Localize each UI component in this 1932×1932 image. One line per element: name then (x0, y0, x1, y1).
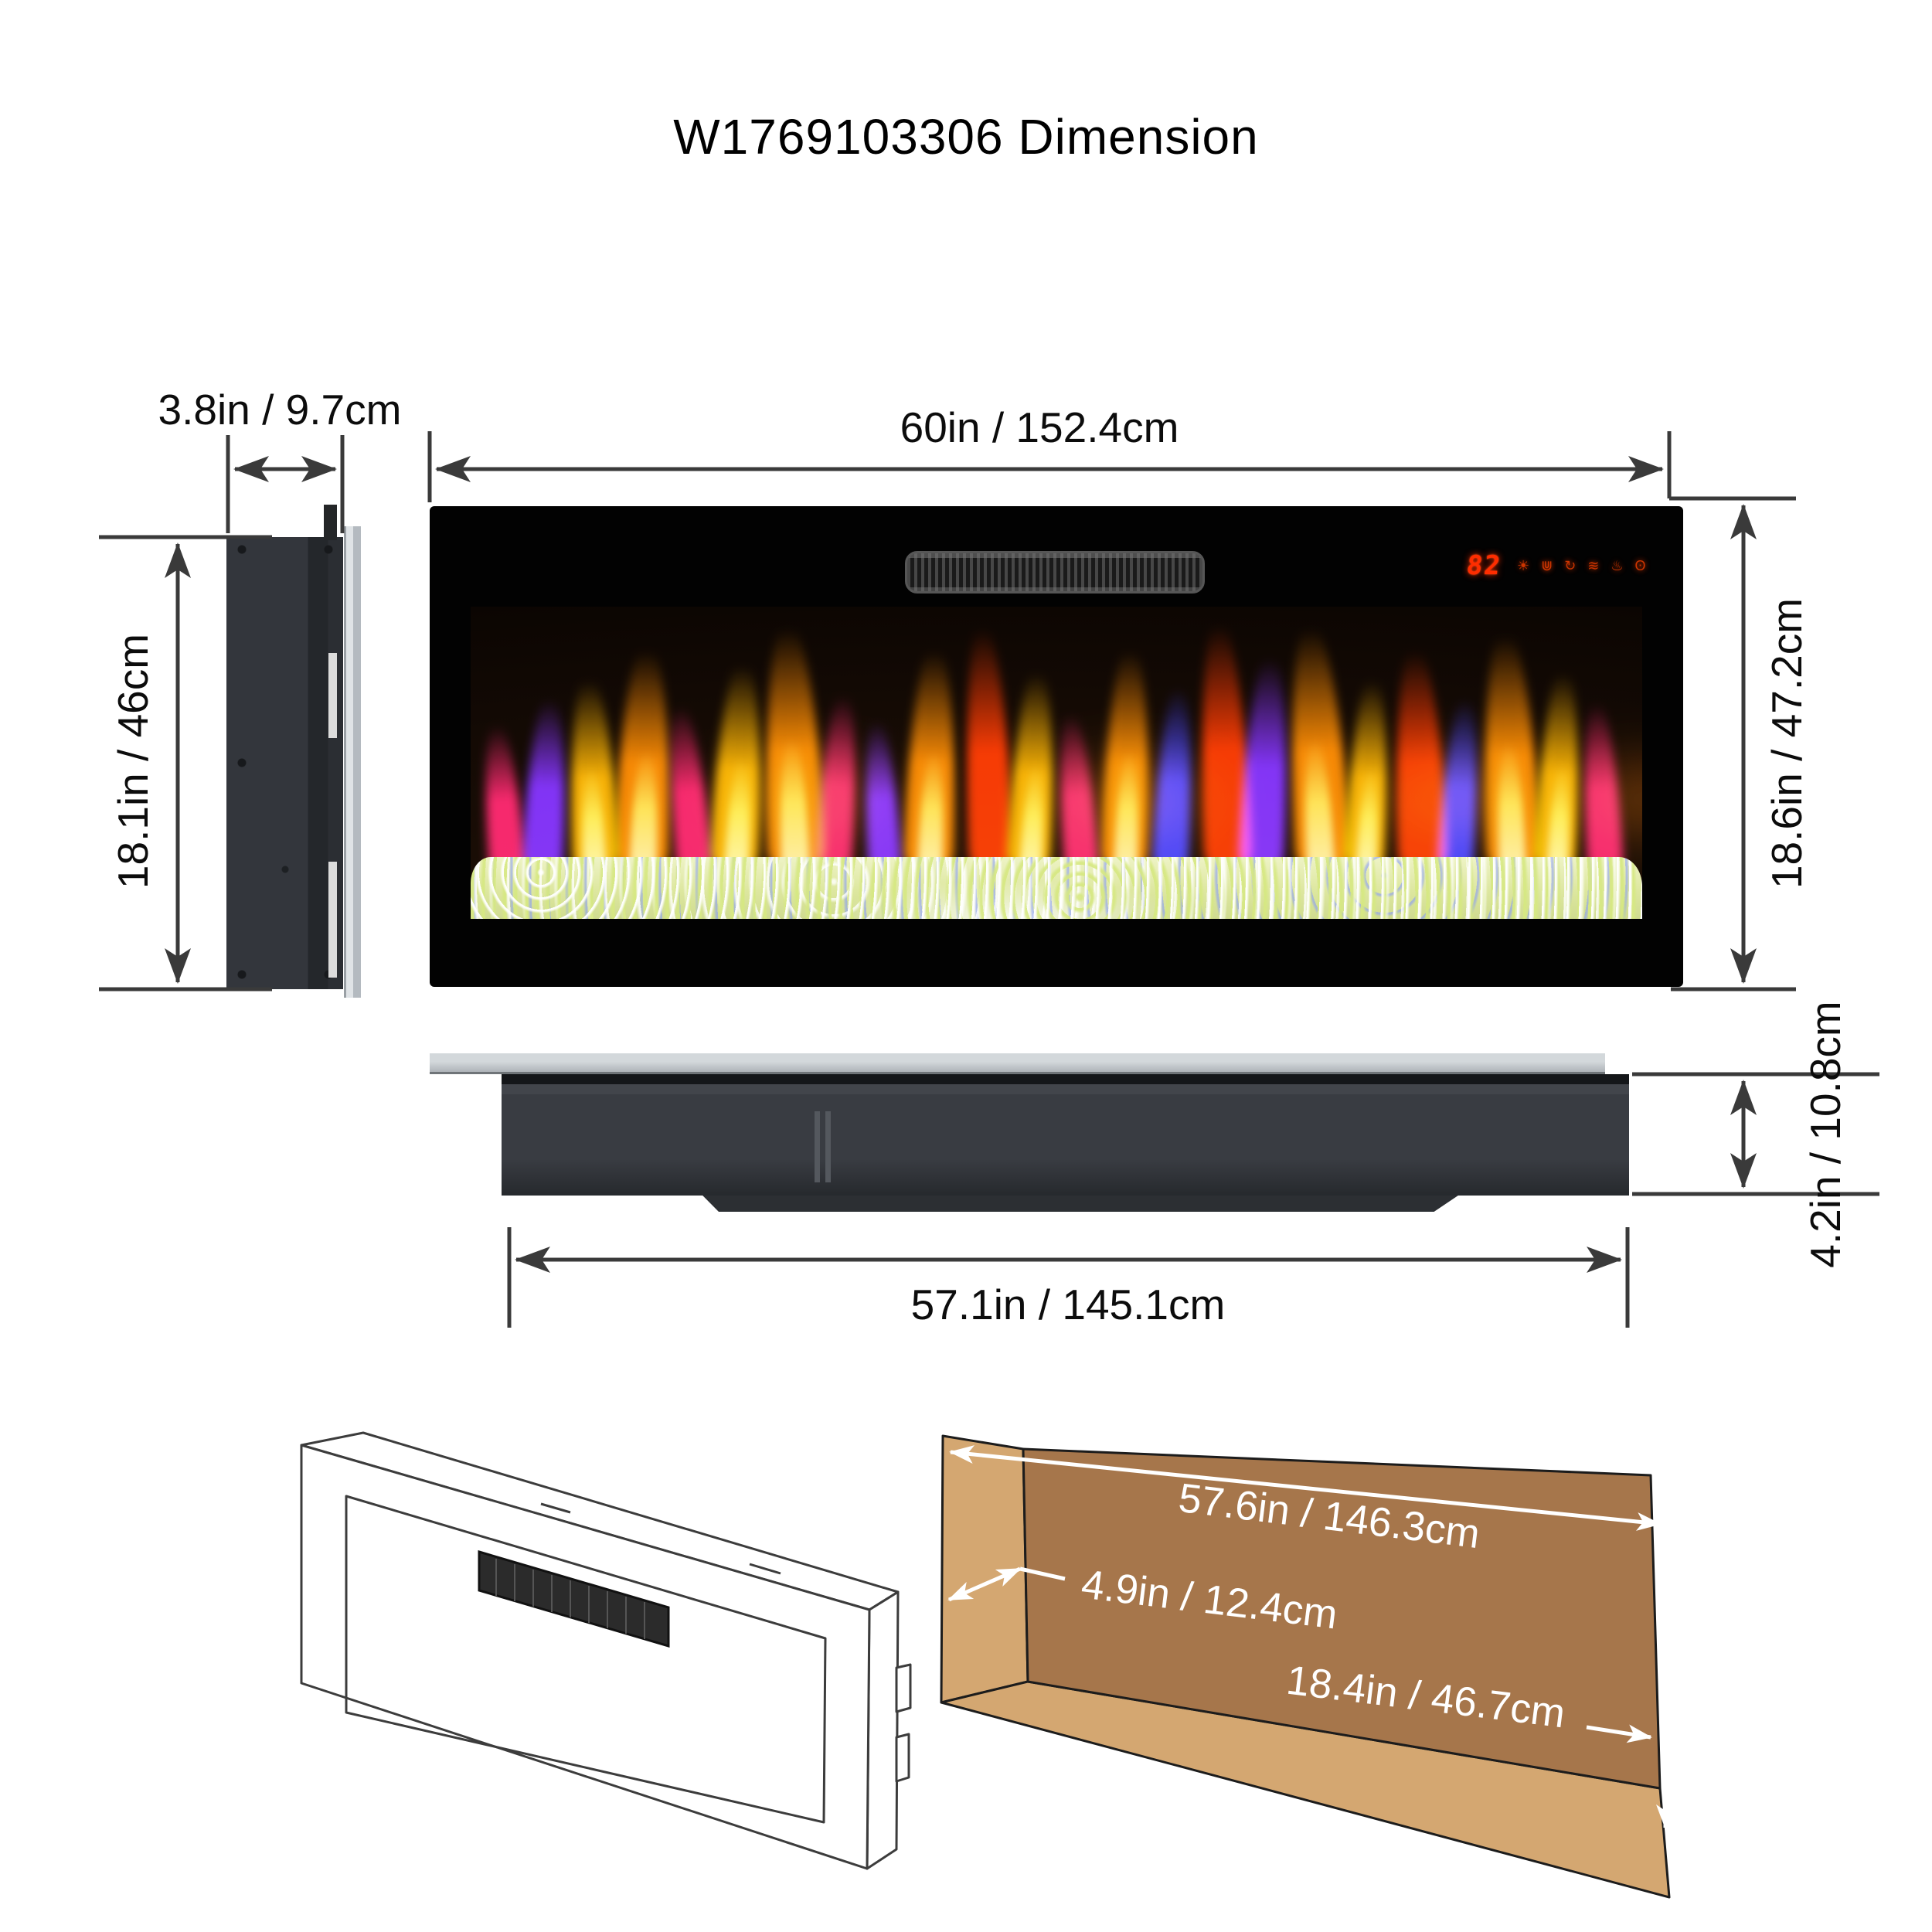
leader-line (1019, 1566, 1066, 1581)
bottom-slot (825, 1111, 831, 1182)
sketch-top-mark (540, 1502, 571, 1514)
sketch-vent-grille (478, 1549, 670, 1648)
side-view-glass-edge (344, 526, 361, 998)
label-side-height: 18.1in / 46cm (109, 633, 157, 889)
timer-icon: ↻ (1564, 557, 1577, 573)
label-base-width: 57.1in / 145.1cm (910, 1281, 1226, 1328)
temperature-display: 82 (1464, 550, 1504, 581)
side-bracket-slot (328, 862, 337, 978)
sketch-screen-frame (345, 1495, 827, 1824)
heat-icon: ≋ (1587, 557, 1600, 573)
flame-tongue (961, 618, 1015, 875)
brightness-icon: ☀ (1516, 557, 1530, 573)
touch-control-icons: ☀ ⋓ ↻ ≋ ♨ ʘ (1517, 558, 1646, 574)
fireplace-outline-sketch (300, 1431, 912, 1870)
mounting-bracket (324, 505, 337, 540)
flame-icon: ♨ (1611, 557, 1624, 573)
fireplace-glass-screen (471, 607, 1642, 919)
bottom-view-glass-edge (430, 1053, 1605, 1074)
flame-tongue (479, 718, 526, 876)
led-control-panel: 82 ☀ ⋓ ↻ ≋ ♨ ʘ (1464, 549, 1648, 582)
page-title: W1769103306 Dimension (673, 109, 1259, 165)
fireplace-front-view: 82 ☀ ⋓ ↻ ≋ ♨ ʘ (430, 506, 1683, 987)
sketch-top-mark (749, 1563, 781, 1575)
label-front-width: 60in / 152.4cm (900, 403, 1179, 451)
arrow-niche-width (949, 1445, 1662, 1531)
sketch-bracket-tab (895, 1663, 912, 1713)
label-base-depth: 4.2in / 10.8cm (1801, 1001, 1849, 1268)
sketch-right-face (866, 1590, 900, 1870)
flame-bed-icon: ⋓ (1541, 557, 1553, 573)
fireplace-bottom-view (502, 1074, 1629, 1196)
sketch-bracket-tab (895, 1733, 910, 1783)
side-bracket-slot (328, 653, 337, 738)
leader-line (1586, 1724, 1652, 1743)
wall-niche-diagram (940, 1434, 1675, 1899)
label-front-height: 18.6in / 47.2cm (1763, 597, 1811, 889)
flame-tongue (521, 691, 572, 876)
label-side-depth: 3.8in / 9.7cm (158, 386, 402, 434)
power-icon: ʘ (1634, 557, 1646, 573)
fireplace-side-view (226, 537, 343, 989)
arrow-niche-depth (947, 1566, 1022, 1602)
sketch-front-face (300, 1444, 871, 1870)
bottom-slot (815, 1111, 820, 1182)
bottom-mounting-flange (702, 1196, 1458, 1212)
flame-tongue (1237, 648, 1294, 876)
crystal-ember-bed (471, 857, 1642, 919)
heater-vent-grille (905, 551, 1205, 594)
